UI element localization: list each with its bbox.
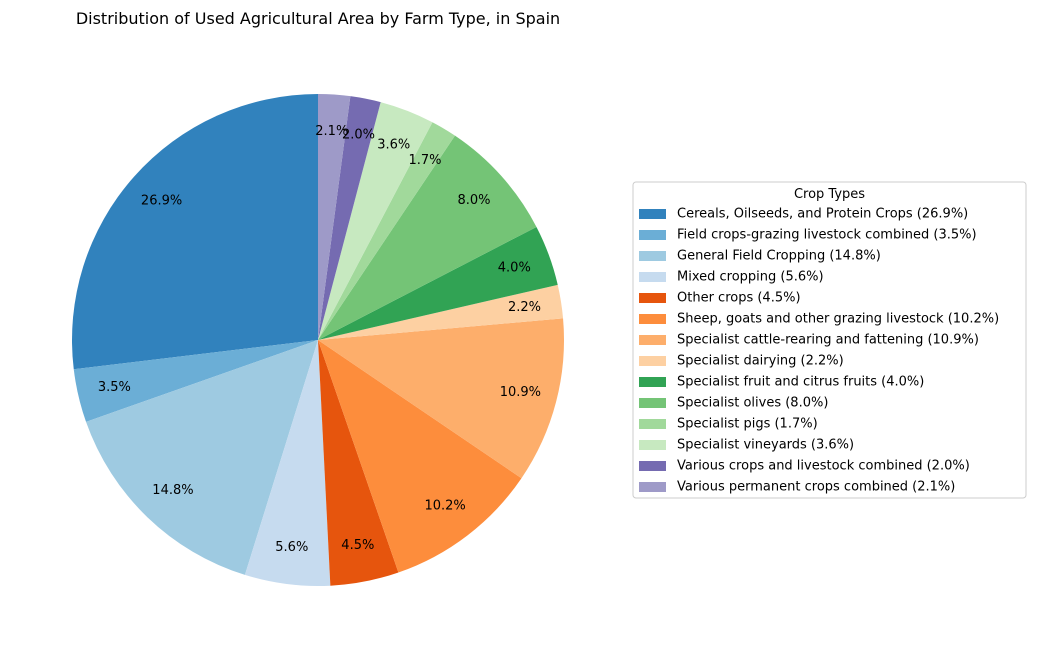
pie-slice [86,340,319,575]
pie-slice [318,102,433,340]
legend-swatch [639,335,666,345]
pie-slice [318,340,399,586]
pie-slice [318,284,564,340]
pie-slice [318,96,381,340]
legend-label: Field crops-grazing livestock combined (… [677,228,977,243]
legend-label: Various permanent crops combined (2.1%) [677,480,955,495]
pie-percent-labels: 26.9% 3.5% 14.8% 5.6% 4.5% 10.2% 10.9% 2.2% 4.0%… [98,124,541,555]
legend-title: Crop Types [794,187,865,202]
slice-percent-label: 10.2% [424,499,465,514]
legend-swatch [639,419,666,429]
legend-swatch [639,461,666,471]
pie-slices [71,94,564,586]
legend-swatch [639,251,666,261]
slice-percent-label: 2.1% [315,124,348,139]
legend-swatch [639,377,666,387]
legend-swatch [639,272,666,282]
legend-swatch [639,398,666,408]
legend-label: Cereals, Oilseeds, and Protein Crops (26… [677,207,968,222]
chart-title: Distribution of Used Agricultural Area b… [76,9,560,28]
legend-swatch [639,440,666,450]
legend-label: Specialist fruit and citrus fruits (4.0%… [677,375,924,390]
legend-items: Cereals, Oilseeds, and Protein Crops (26… [639,207,999,495]
legend-swatch [639,482,666,492]
legend-label: Other crops (4.5%) [677,291,801,306]
pie-slice [244,340,331,586]
pie-slice [71,94,319,370]
pie-slice [318,340,522,573]
legend-frame [632,181,1027,499]
slice-percent-label: 3.6% [377,138,410,153]
slice-percent-label: 4.5% [341,538,374,553]
pie-slice [73,340,318,422]
legend-label: Specialist vineyards (3.6%) [677,438,854,453]
slice-percent-label: 3.5% [98,380,131,395]
slice-percent-label: 5.6% [275,540,308,555]
pie-slice [318,135,537,340]
legend-label: Mixed cropping (5.6%) [677,270,824,285]
slice-percent-label: 2.0% [342,127,375,142]
slice-percent-label: 4.0% [498,260,531,275]
legend-label: Specialist dairying (2.2%) [677,354,844,369]
legend-label: Specialist olives (8.0%) [677,396,828,411]
pie-slice [318,226,558,340]
legend-swatch [639,356,666,366]
legend: Crop Types Cereals, Oilseeds, and Protei… [632,181,1027,499]
pie-slice [318,318,564,479]
slice-percent-label: 1.7% [408,153,441,168]
slice-percent-label: 26.9% [141,194,182,209]
legend-label: Specialist cattle-rearing and fattening … [677,333,979,348]
slice-percent-label: 8.0% [457,193,490,208]
legend-swatch [639,230,666,240]
slice-percent-label: 14.8% [152,483,193,498]
legend-label: General Field Cropping (14.8%) [677,249,881,264]
legend-swatch [639,293,666,303]
pie-slice [318,94,351,340]
legend-label: Specialist pigs (1.7%) [677,417,818,432]
legend-label: Various crops and livestock combined (2.… [677,459,970,474]
slice-percent-label: 2.2% [508,300,541,315]
legend-swatch [639,314,666,324]
pie-slice [318,122,455,341]
slice-percent-label: 10.9% [500,385,541,400]
legend-swatch [639,209,666,219]
legend-label: Sheep, goats and other grazing livestock… [677,312,999,327]
